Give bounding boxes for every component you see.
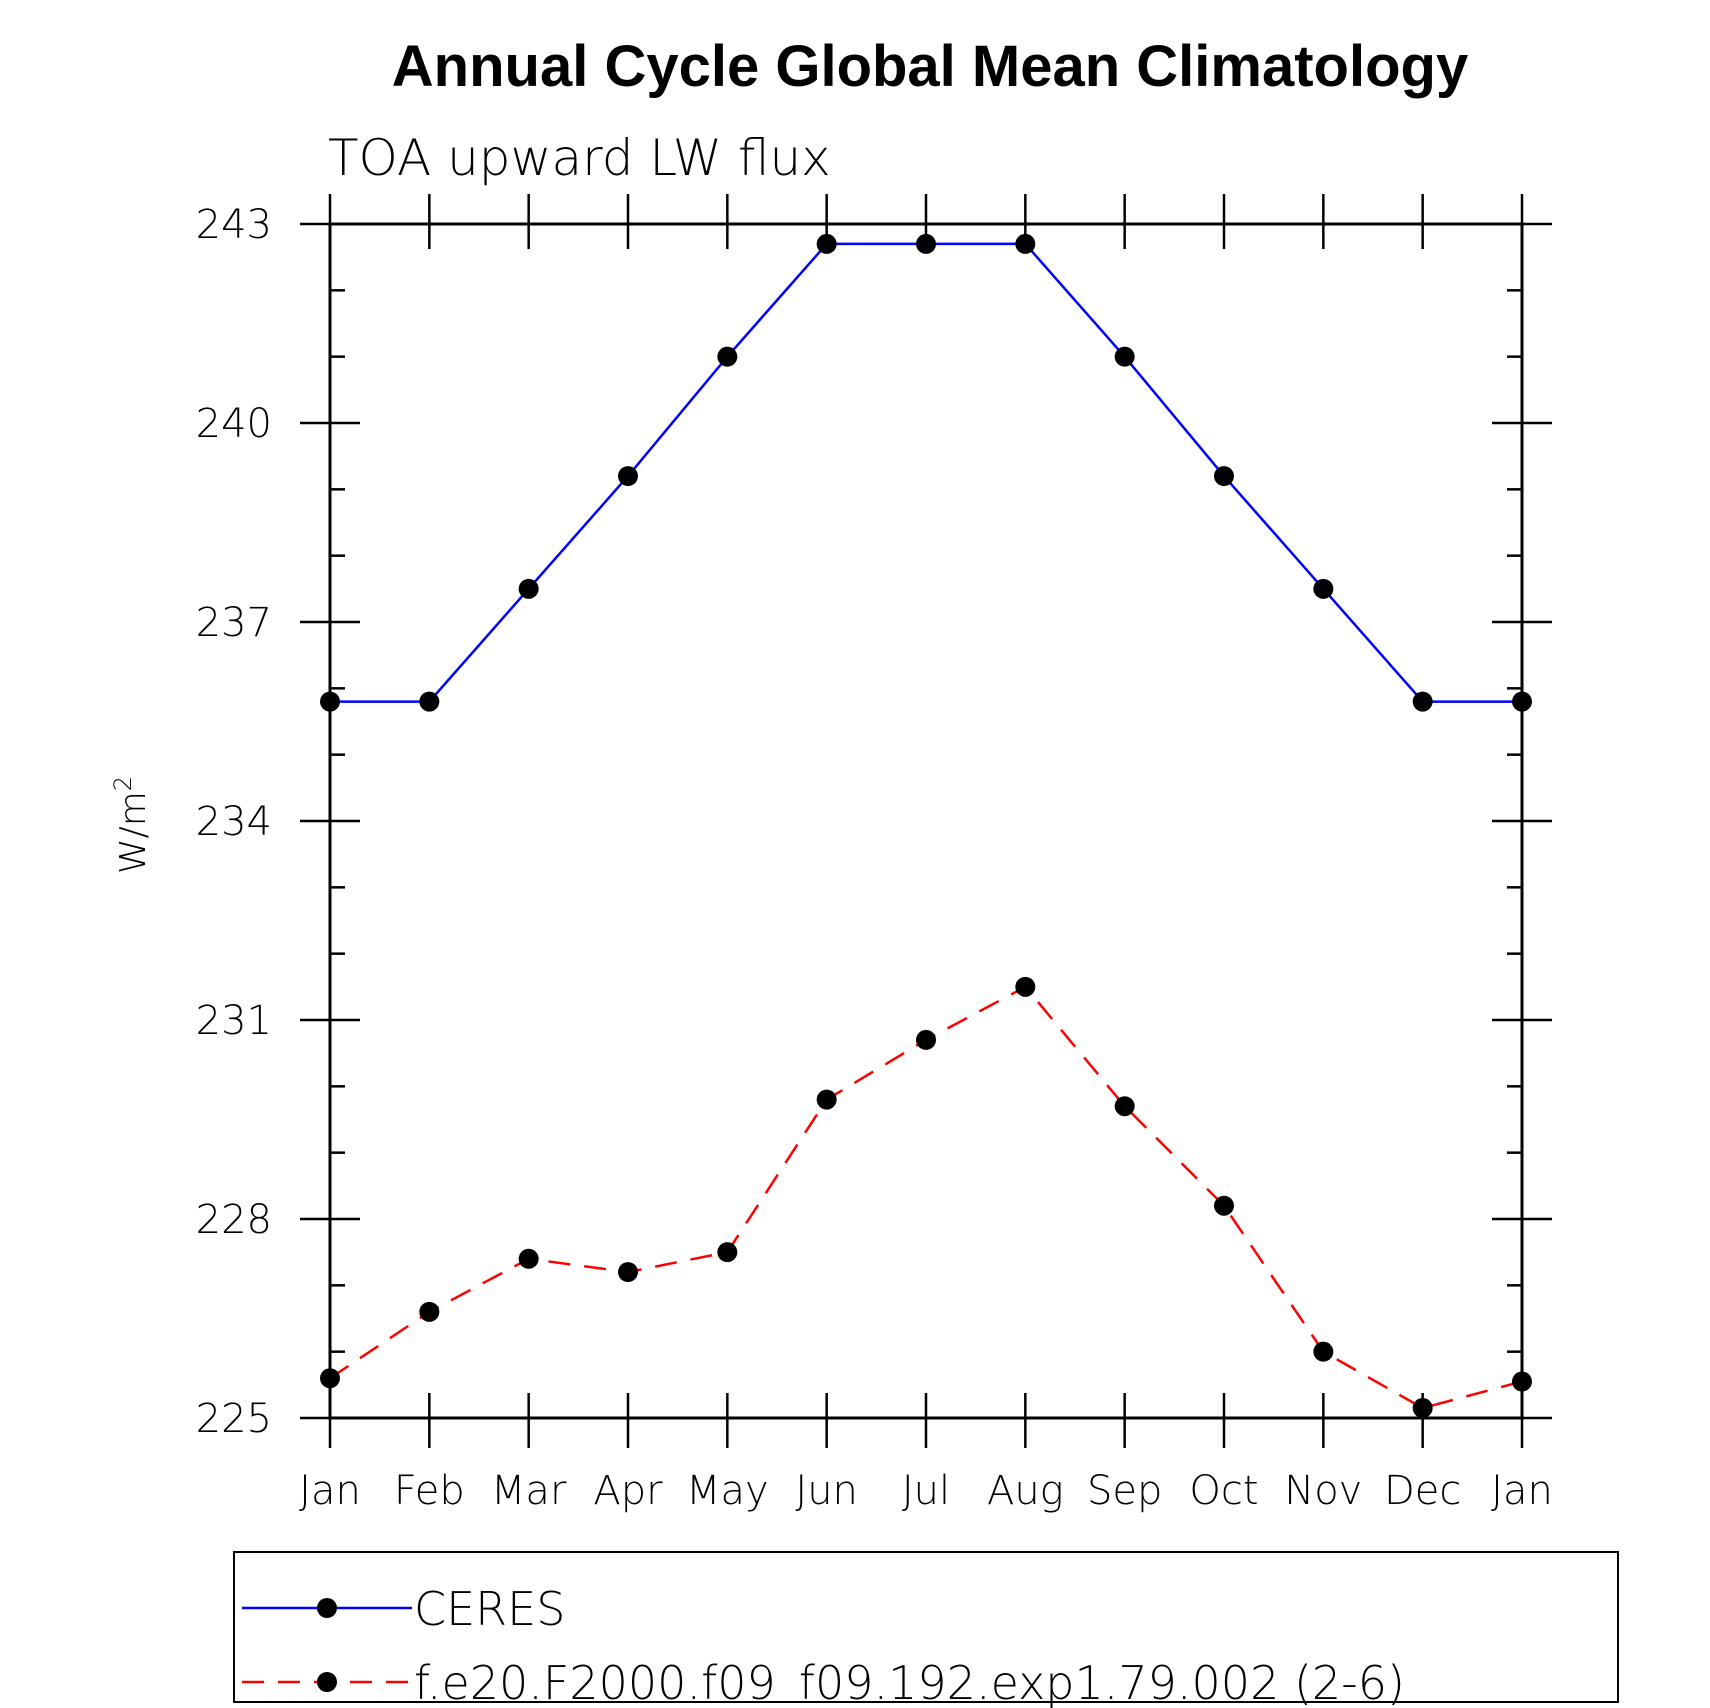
series-line <box>330 242 1522 703</box>
x-tick-label: Nov <box>1284 1468 1362 1514</box>
legend-item-2: f.e20.F2000.f09_f09.192.exp1.79.002 (2-6… <box>242 1656 1405 1708</box>
plot-frame <box>328 222 1524 1420</box>
data-point <box>618 1262 638 1283</box>
data-point <box>717 346 738 367</box>
chart-title: Annual Cycle Global Mean Climatology <box>392 34 1468 99</box>
data-point <box>816 233 837 254</box>
data-point <box>1412 1398 1433 1419</box>
y-tick-label: 234 <box>196 799 272 845</box>
legend-item-1: CERES <box>242 1582 565 1636</box>
x-tick-label: Jul <box>902 1468 950 1514</box>
x-tick-label: Jun <box>795 1468 858 1514</box>
data-point <box>320 691 340 712</box>
data-point <box>1313 1341 1334 1362</box>
data-point <box>816 1089 837 1110</box>
y-tick-labels: 225 228 231 234 237 240 243 <box>196 202 272 1442</box>
legend-label: f.e20.F2000.f09_f09.192.exp1.79.002 (2-6… <box>414 1656 1405 1708</box>
legend-label: CERES <box>414 1582 565 1636</box>
series-2 <box>320 976 1532 1419</box>
data-point <box>1015 233 1036 254</box>
series-1 <box>320 233 1532 712</box>
y-tick-label: 240 <box>196 401 272 447</box>
chart-subtitle: TOA upward LW flux <box>328 129 831 187</box>
legend-box <box>233 1551 1619 1703</box>
x-tick-label: Aug <box>987 1468 1064 1514</box>
y-tick-label: 228 <box>196 1197 272 1243</box>
legend-marker <box>317 1672 337 1692</box>
data-point <box>1214 466 1234 487</box>
data-point <box>916 1029 936 1050</box>
plot-axes <box>300 194 1552 1448</box>
data-point <box>1512 691 1532 712</box>
data-point <box>1512 1371 1532 1392</box>
data-point <box>1313 578 1334 599</box>
y-tick-label: 225 <box>196 1396 272 1442</box>
y-tick-label: 243 <box>196 202 272 248</box>
x-tick-label: May <box>686 1468 769 1514</box>
series-line <box>329 985 1523 1410</box>
svg-text:W/m2: W/m2 <box>109 776 154 874</box>
x-tick-label: Jan <box>299 1468 361 1514</box>
data-point <box>1114 346 1135 367</box>
data-point <box>518 578 539 599</box>
data-point <box>717 1242 738 1263</box>
x-tick-label: Mar <box>491 1468 567 1514</box>
x-tick-labels: Jan Feb Mar Apr May Jun Jul Aug Sep Oct Nov Dec Jan <box>299 1468 1553 1514</box>
x-tick-label: Dec <box>1384 1468 1461 1514</box>
data-point <box>320 1368 340 1389</box>
x-tick-label: Oct <box>1189 1468 1258 1514</box>
data-point <box>618 466 638 487</box>
x-tick-label: Jan <box>1491 1468 1553 1514</box>
x-tick-label: Sep <box>1087 1468 1162 1514</box>
legend: CERES f.e20.F2000.f09_f09.192.exp1.79.002… <box>233 1551 1619 1708</box>
data-point <box>1114 1096 1135 1117</box>
data-point <box>1412 691 1433 712</box>
data-point <box>1015 976 1036 997</box>
y-axis-label-exponent: 2 <box>109 776 137 791</box>
data-point <box>419 691 440 712</box>
y-axis-label-base: W/m <box>113 791 154 874</box>
y-tick-label: 237 <box>196 600 272 646</box>
data-point <box>419 1301 440 1322</box>
x-tick-label: Feb <box>394 1468 465 1514</box>
legend-marker <box>317 1598 337 1618</box>
data-point <box>518 1248 539 1269</box>
y-tick-label: 231 <box>196 998 272 1044</box>
x-tick-label: Apr <box>593 1468 663 1514</box>
y-axis-label: W/m2 <box>109 776 154 874</box>
data-point <box>1214 1195 1234 1216</box>
data-point <box>916 233 936 254</box>
series-layer <box>320 233 1532 1419</box>
